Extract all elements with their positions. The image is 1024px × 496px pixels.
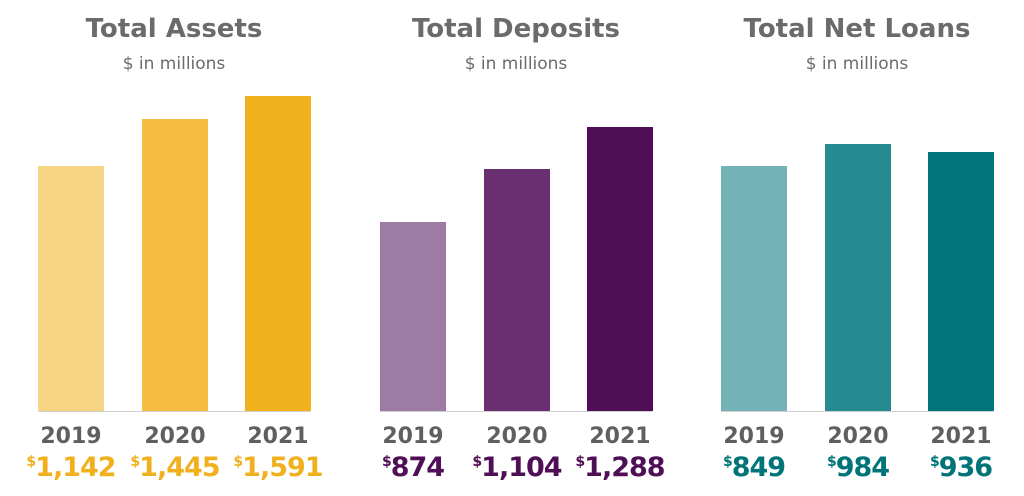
bar-2020 (484, 169, 550, 411)
value-text: 874 (390, 452, 445, 483)
value-label: $1,104 (462, 452, 572, 483)
currency-symbol: $ (26, 454, 36, 470)
value-label: $1,591 (223, 452, 333, 483)
value-label: $849 (699, 452, 809, 483)
year-label: 2021 (589, 424, 651, 449)
bar-chart-2: Total Net Loans $ in millions 2019 $849 2020… (721, 0, 994, 496)
year-label: 2021 (247, 424, 309, 449)
bar-2021 (245, 96, 311, 411)
value-label: $874 (358, 452, 468, 483)
value-text: 1,591 (242, 452, 323, 483)
chart-subtitle: $ in millions (805, 54, 909, 74)
currency-symbol: $ (722, 454, 733, 470)
bar-2019 (721, 165, 787, 411)
currency-symbol: $ (929, 454, 940, 470)
bar-2019 (380, 222, 446, 411)
chart-subtitle: $ in millions (464, 54, 568, 74)
year-label: 2020 (486, 424, 548, 449)
bar-chart-0: Total Assets $ in millions 2019 $1,142 2020 $… (26, 0, 323, 496)
value-text: 1,142 (35, 452, 116, 483)
value-label: $936 (906, 452, 1016, 483)
value-text: 984 (835, 452, 890, 483)
year-label: 2019 (40, 424, 102, 449)
value-text: 1,104 (481, 452, 562, 483)
currency-symbol: $ (472, 454, 482, 470)
currency-symbol: $ (130, 454, 140, 470)
value-label: $984 (803, 452, 913, 483)
value-text: 1,288 (584, 452, 665, 483)
baseline (380, 411, 652, 412)
year-label: 2020 (827, 424, 889, 449)
year-label: 2019 (723, 424, 785, 449)
bar-2021 (587, 127, 653, 411)
currency-symbol: $ (233, 454, 243, 470)
bar-2020 (142, 118, 208, 411)
currency-symbol: $ (575, 454, 585, 470)
bar-2021 (928, 151, 994, 411)
chart-title: Total Deposits (411, 14, 621, 44)
baseline (721, 411, 993, 412)
year-label: 2019 (382, 424, 444, 449)
value-label: $1,288 (565, 452, 675, 483)
value-label: $1,142 (16, 452, 126, 483)
currency-symbol: $ (826, 454, 837, 470)
year-label: 2020 (144, 424, 206, 449)
bar-chart-1: Total Deposits $ in millions 2019 $874 2020 $… (380, 0, 666, 496)
chart-title: Total Assets (85, 14, 263, 44)
chart-title: Total Net Loans (743, 14, 971, 44)
bar-2020 (825, 143, 891, 411)
bar-2019 (38, 165, 104, 411)
year-label: 2021 (930, 424, 992, 449)
value-label: $1,445 (120, 452, 230, 483)
value-text: 936 (938, 452, 993, 483)
value-text: 849 (731, 452, 786, 483)
chart-subtitle: $ in millions (122, 54, 226, 74)
currency-symbol: $ (381, 454, 392, 470)
value-text: 1,445 (139, 452, 220, 483)
baseline (38, 411, 310, 412)
